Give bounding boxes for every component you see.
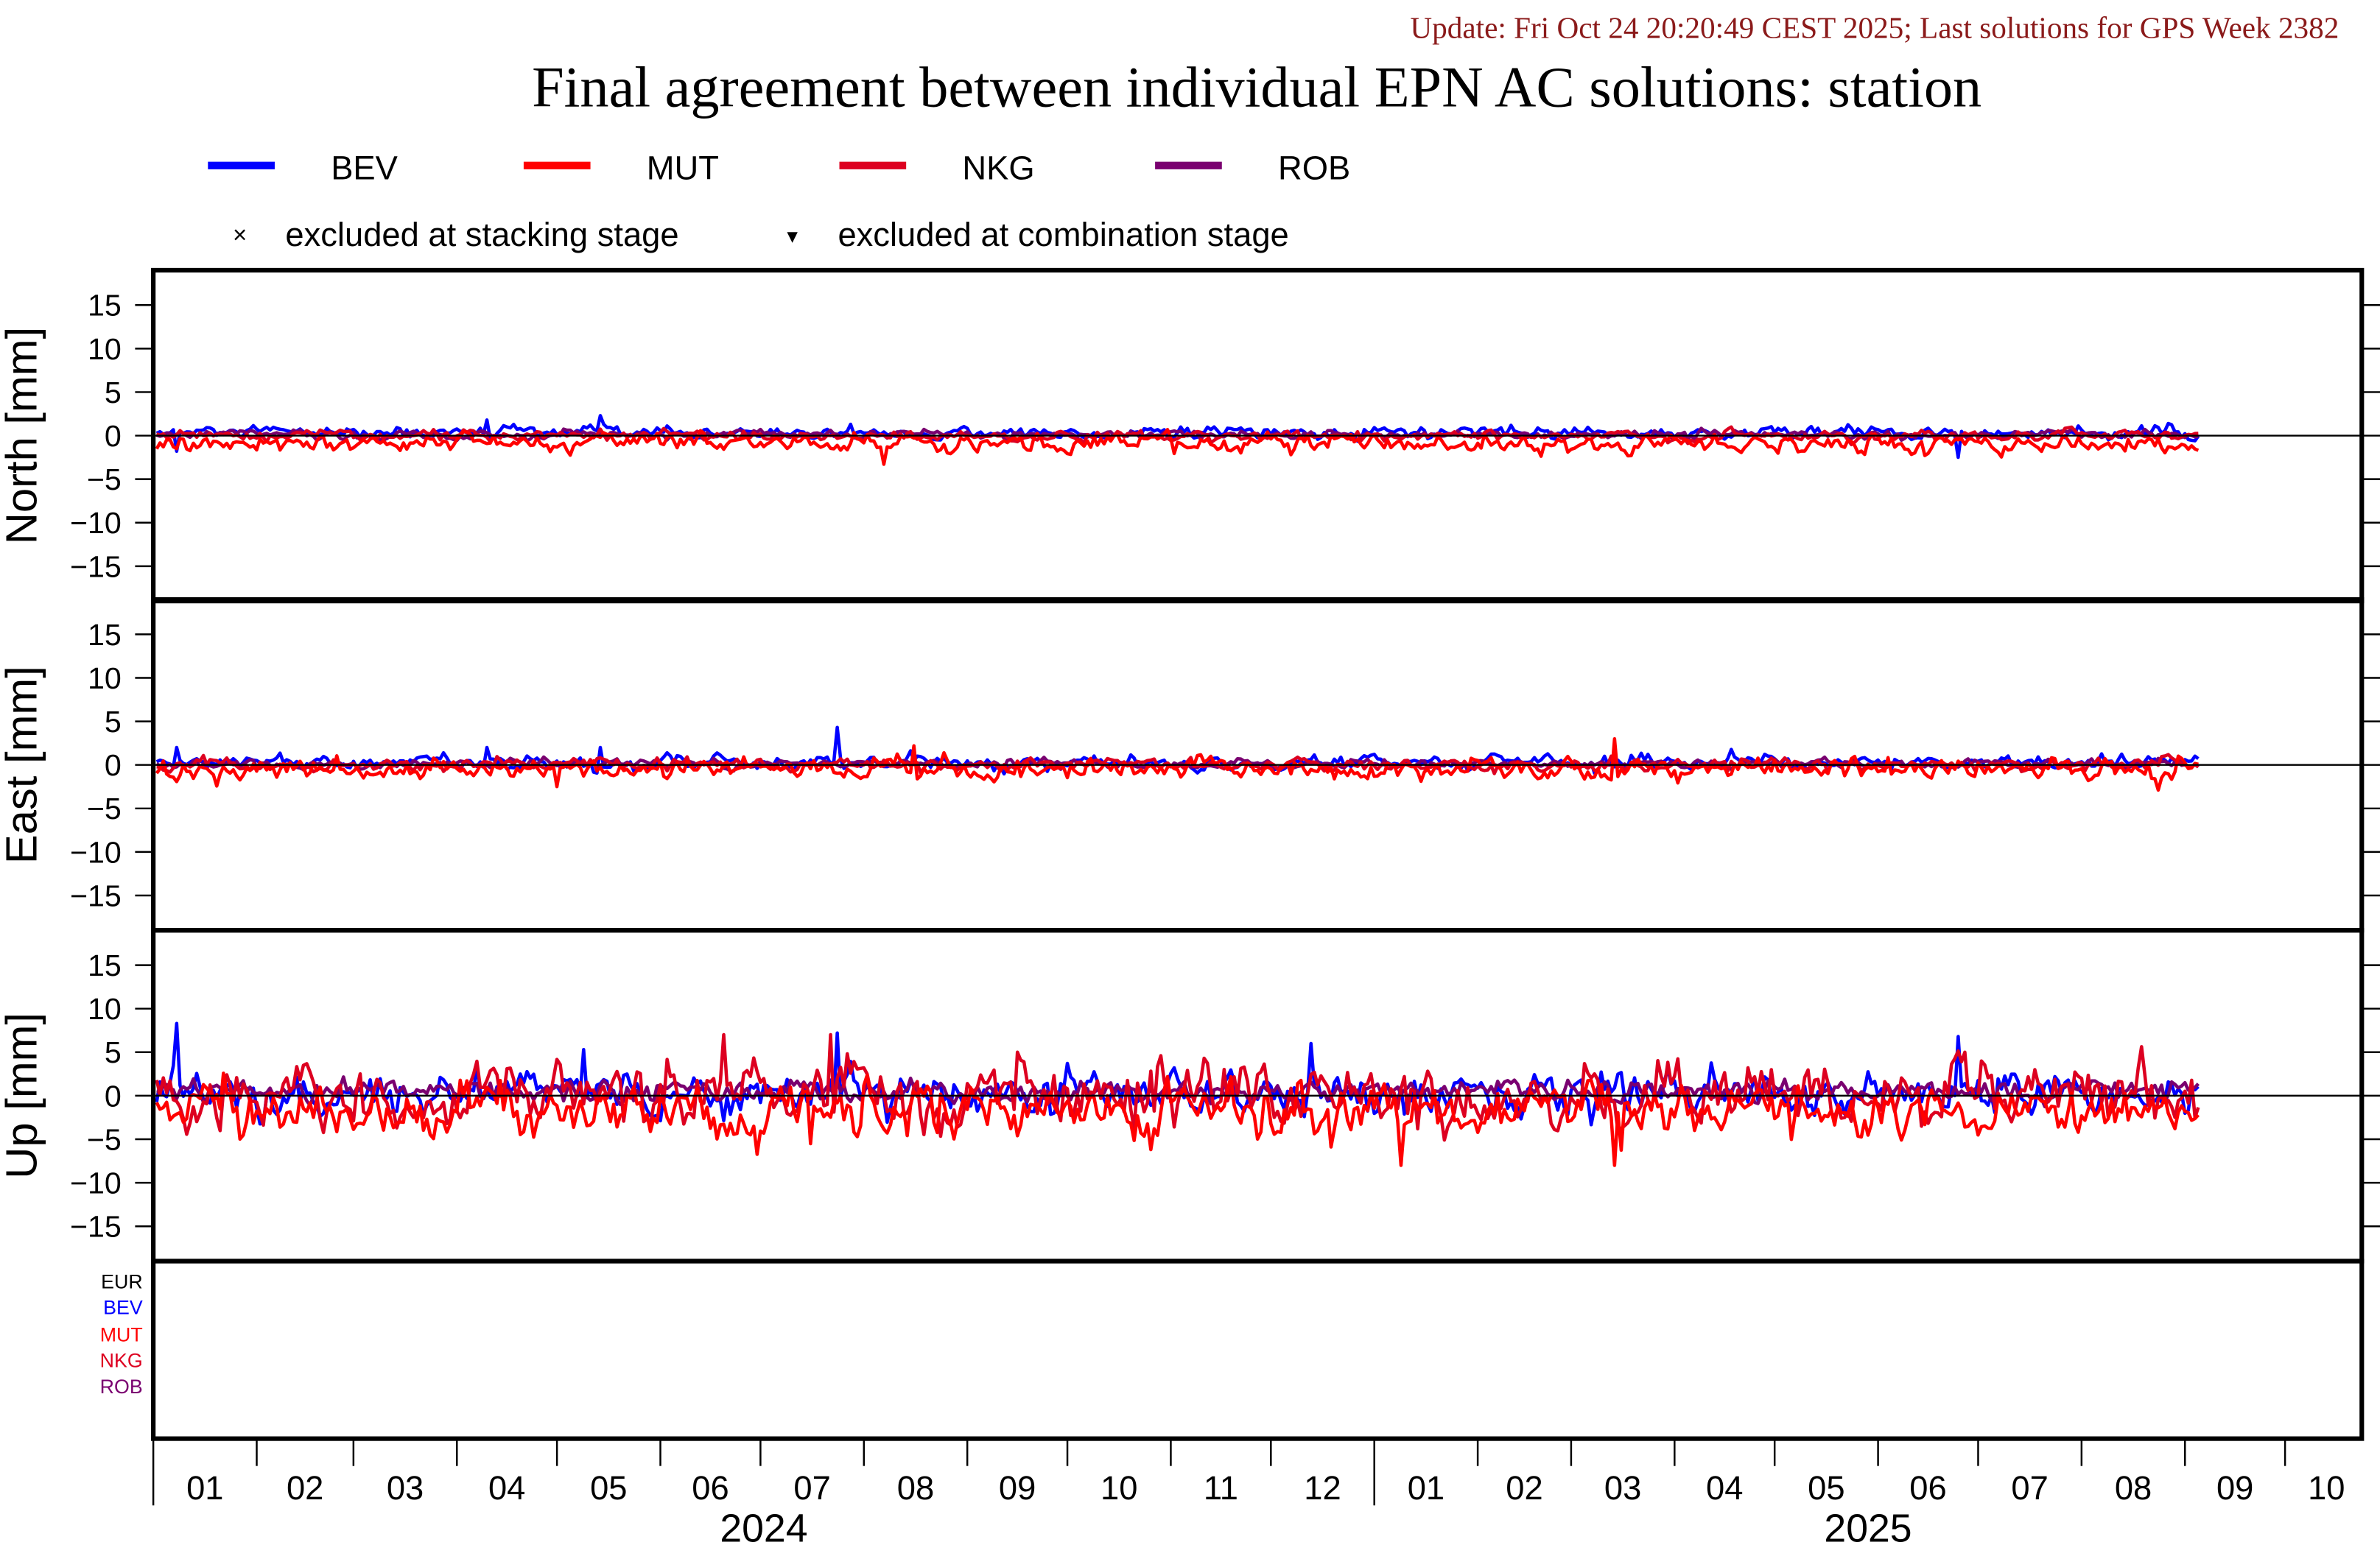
cross-marker-icon: × bbox=[233, 221, 247, 248]
x-tick-label: 10 bbox=[1101, 1469, 1137, 1507]
y-tick-label: 15 bbox=[88, 949, 122, 982]
x-tick-label: 06 bbox=[692, 1469, 729, 1507]
legend-label-bev: BEV bbox=[331, 149, 398, 186]
x-tick-label: 09 bbox=[2216, 1469, 2253, 1507]
x-tick-label: 10 bbox=[2308, 1469, 2345, 1507]
x-tick-label: 06 bbox=[1909, 1469, 1946, 1507]
x-tick-label: 07 bbox=[793, 1469, 830, 1507]
chart-title: Final agreement between individual EPN A… bbox=[532, 54, 1981, 119]
x-tick-label: 02 bbox=[287, 1469, 323, 1507]
bottom-label-mut: MUT bbox=[100, 1324, 143, 1346]
y-tick-label: −15 bbox=[70, 549, 122, 583]
x-tick-label: 03 bbox=[387, 1469, 424, 1507]
y-axis-label-east: East [mm] bbox=[0, 666, 46, 864]
x-tick-label: 08 bbox=[897, 1469, 934, 1507]
x-axis: 01 02 03 04 05 06 07 08 09 10 11 12 01 02 03 04 05 06 07 08… bbox=[152, 1438, 2345, 1545]
bottom-label-bev: BEV bbox=[103, 1297, 143, 1319]
legend-label-rob: ROB bbox=[1278, 149, 1350, 186]
y-tick-label: 10 bbox=[88, 661, 122, 695]
x-year-label: 2024 bbox=[720, 1507, 807, 1545]
x-tick-label: 11 bbox=[1204, 1469, 1238, 1507]
x-tick-label: 03 bbox=[1604, 1469, 1641, 1507]
y-axis-label-up: Up [mm] bbox=[0, 1013, 46, 1179]
x-tick-label: 04 bbox=[488, 1469, 525, 1507]
bottom-panel: EUR BEV MUT NKG ROB bbox=[100, 1259, 2365, 1441]
y-tick-label: −10 bbox=[70, 835, 122, 869]
x-tick-label: 05 bbox=[590, 1469, 627, 1507]
update-text: Update: Fri Oct 24 20:20:49 CEST 2025; L… bbox=[1410, 11, 2339, 45]
y-tick-label: 0 bbox=[105, 748, 122, 782]
x-tick-label: 09 bbox=[999, 1469, 1036, 1507]
y-tick-label: −5 bbox=[87, 1122, 122, 1156]
panel-east: 15 10 5 0 −5 −10 −15 East [mm] bbox=[0, 597, 2380, 933]
legend-label-nkg: NKG bbox=[962, 149, 1034, 186]
y-tick-label: 10 bbox=[88, 332, 122, 366]
bottom-label-nkg: NKG bbox=[100, 1350, 143, 1372]
legend-label-stacking: excluded at stacking stage bbox=[285, 216, 678, 253]
panel-up: 15 10 5 0 −5 −10 −15 Up [mm] bbox=[0, 928, 2380, 1264]
bottom-label-eur: EUR bbox=[101, 1271, 143, 1293]
y-tick-label: 10 bbox=[88, 992, 122, 1026]
y-axis-label-north: North [mm] bbox=[0, 327, 46, 544]
x-tick-label: 01 bbox=[186, 1469, 223, 1507]
x-tick-label: 05 bbox=[1808, 1469, 1844, 1507]
y-tick-label: 15 bbox=[88, 618, 122, 652]
series-mut-north bbox=[155, 428, 2200, 466]
x-year-label: 2025 bbox=[1824, 1507, 1912, 1545]
triangle-marker-icon: ▾ bbox=[787, 225, 798, 248]
y-tick-label: 0 bbox=[105, 419, 122, 453]
x-tick-label: 07 bbox=[2011, 1469, 2048, 1507]
y-tick-label: −15 bbox=[70, 879, 122, 912]
y-tick-label: −5 bbox=[87, 462, 122, 496]
series-mut-east bbox=[155, 736, 2199, 792]
y-tick-label: 15 bbox=[88, 289, 122, 323]
x-tick-label: 01 bbox=[1408, 1469, 1445, 1507]
y-tick-label: −10 bbox=[70, 506, 122, 540]
panel-north: 15 10 5 0 −5 −10 −15 North [mm] bbox=[0, 267, 2380, 604]
x-tick-label: 12 bbox=[1304, 1469, 1341, 1507]
y-tick-label: −10 bbox=[70, 1166, 122, 1200]
y-tick-label: 0 bbox=[105, 1079, 122, 1113]
y-tick-label: 5 bbox=[105, 1035, 122, 1069]
x-tick-label: 04 bbox=[1706, 1469, 1743, 1507]
legend-label-mut: MUT bbox=[647, 149, 719, 186]
y-tick-label: −5 bbox=[87, 792, 122, 826]
y-tick-label: 5 bbox=[105, 705, 122, 739]
x-tick-label: 02 bbox=[1506, 1469, 1542, 1507]
legend-label-combination: excluded at combination stage bbox=[838, 216, 1288, 253]
bottom-label-rob: ROB bbox=[100, 1376, 143, 1398]
series-mut-up bbox=[155, 1071, 2200, 1167]
y-tick-label: −15 bbox=[70, 1210, 122, 1244]
x-tick-label: 08 bbox=[2115, 1469, 2152, 1507]
legend: BEV MUT NKG ROB × excluded at stacking s… bbox=[208, 149, 1350, 253]
y-tick-label: 5 bbox=[105, 376, 122, 409]
